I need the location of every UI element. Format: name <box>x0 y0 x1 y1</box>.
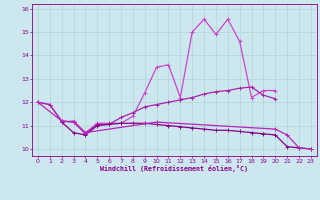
X-axis label: Windchill (Refroidissement éolien,°C): Windchill (Refroidissement éolien,°C) <box>100 165 248 172</box>
